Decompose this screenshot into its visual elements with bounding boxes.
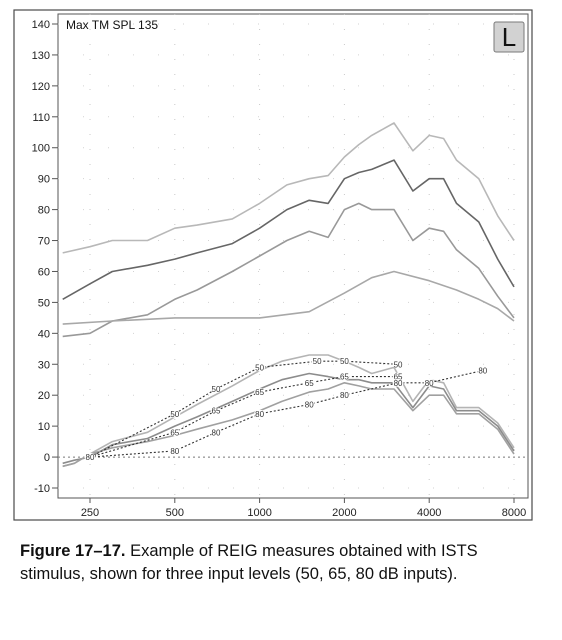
y-tick-label: 70 — [38, 236, 50, 248]
target-marker-bg — [210, 406, 222, 415]
y-tick-label: 20 — [38, 390, 50, 402]
caption-label: Figure 17–17. — [20, 542, 126, 560]
target-marker-65: 65 — [212, 407, 221, 416]
series-line-upper — [62, 202, 515, 338]
grid-layer — [58, 14, 528, 498]
y-tick-label: 0 — [44, 452, 50, 464]
target-marker-80: 80 — [394, 379, 403, 388]
y-tick-label: 130 — [32, 50, 50, 62]
target-marker-80: 80 — [340, 391, 349, 400]
series-line-reig — [62, 372, 515, 465]
y-tick-label: 30 — [38, 359, 50, 371]
y-tick-label: 120 — [32, 81, 50, 93]
target-marker-80: 80 — [305, 400, 314, 409]
target-marker-bg — [392, 378, 404, 387]
target-marker-50: 50 — [255, 363, 264, 372]
x-tick-label: 500 — [166, 507, 184, 519]
y-tick-label: 100 — [32, 143, 50, 155]
target-marker-65: 65 — [170, 428, 179, 437]
target-marker-bg — [169, 446, 181, 455]
target-marker-65: 65 — [305, 379, 314, 388]
max-tm-spl-annotation: Max TM SPL 135 — [66, 18, 158, 32]
x-tick-label: 8000 — [502, 507, 526, 519]
series-line-reig — [62, 381, 515, 468]
marker-layer: 5050505050505065656565656565808080808080… — [84, 357, 489, 462]
chart-svg: 1401301201101009080706050403020100-10250… — [13, 9, 533, 521]
ear-badge-letter: L — [502, 22, 516, 52]
y-tick-label: 140 — [32, 19, 50, 31]
target-marker-bg — [477, 366, 489, 375]
y-tick-label: 50 — [38, 297, 50, 309]
figure-caption: Figure 17–17. Example of REIG measures o… — [20, 540, 542, 586]
target-marker-bg — [254, 363, 266, 372]
target-marker-80: 80 — [170, 447, 179, 456]
target-marker-80: 80 — [478, 366, 487, 375]
target-marker-bg — [338, 357, 350, 366]
target-marker-50: 50 — [313, 357, 322, 366]
target-marker-80: 80 — [86, 453, 95, 462]
target-marker-bg — [338, 372, 350, 381]
series-line-upper — [62, 122, 515, 254]
target-marker-bg — [338, 391, 350, 400]
target-marker-bg — [392, 360, 404, 369]
target-marker-65: 65 — [340, 373, 349, 382]
series-line-reig — [62, 354, 515, 468]
target-marker-bg — [392, 372, 404, 381]
x-tick-label: 4000 — [417, 507, 441, 519]
target-marker-bg — [311, 357, 323, 366]
target-marker-bg — [254, 388, 266, 397]
axis-layer: 1401301201101009080706050403020100-10250… — [32, 19, 527, 519]
y-tick-label: 40 — [38, 328, 50, 340]
target-marker-bg — [210, 428, 222, 437]
caption-text: Example of REIG measures obtained with I… — [20, 542, 478, 583]
y-tick-label: 60 — [38, 266, 50, 278]
target-marker-50: 50 — [394, 360, 403, 369]
target-marker-bg — [84, 453, 96, 462]
target-marker-bg — [303, 378, 315, 387]
target-marker-bg — [169, 428, 181, 437]
target-marker-bg — [303, 400, 315, 409]
target-marker-80: 80 — [212, 428, 221, 437]
target-marker-65: 65 — [255, 388, 264, 397]
y-tick-label: 10 — [38, 421, 50, 433]
y-tick-label: 110 — [32, 112, 50, 124]
target-marker-bg — [210, 385, 222, 394]
target-marker-50: 50 — [340, 357, 349, 366]
x-tick-label: 2000 — [332, 507, 356, 519]
target-marker-bg — [169, 409, 181, 418]
x-tick-label: 1000 — [247, 507, 271, 519]
reig-chart: 140 130 120 110 100 90 80 70 60 50 40 30 20 10 0 -10 250… — [13, 9, 533, 521]
ear-badge: L — [493, 21, 525, 53]
target-marker-80: 80 — [425, 379, 434, 388]
target-marker-bg — [254, 409, 266, 418]
y-tick-label: -10 — [34, 483, 50, 495]
y-tick-label: 90 — [38, 174, 50, 186]
x-tick-label: 250 — [81, 507, 99, 519]
target-marker-bg — [423, 378, 435, 387]
series-layer — [62, 122, 515, 468]
plot-area — [57, 13, 529, 499]
series-line-upper — [62, 159, 515, 300]
target-marker-50: 50 — [212, 385, 221, 394]
target-marker-50: 50 — [170, 410, 179, 419]
series-line-upper — [62, 270, 515, 325]
target-marker-80: 80 — [255, 410, 264, 419]
y-tick-label: 80 — [38, 205, 50, 217]
target-marker-65: 65 — [394, 373, 403, 382]
